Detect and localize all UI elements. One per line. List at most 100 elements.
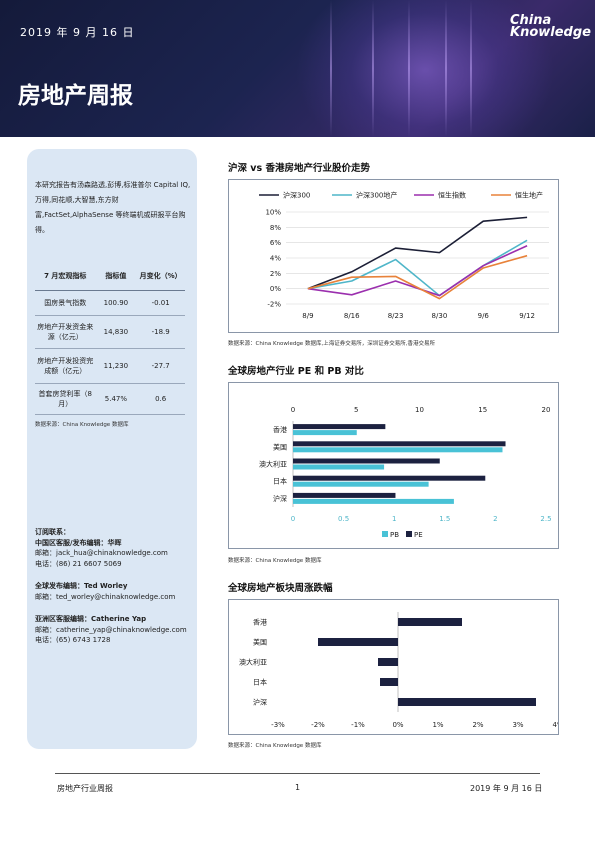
table-cell: -0.01 bbox=[151, 299, 170, 307]
pb-bar bbox=[293, 481, 429, 487]
change-bar bbox=[318, 638, 398, 646]
report-header: 2019 年 9 月 16 日 房地产周报 China Knowledge bbox=[0, 0, 595, 137]
contact-phone: 电话：(65) 6743 1728 bbox=[35, 636, 111, 644]
change-bar bbox=[378, 658, 398, 666]
legend-swatch bbox=[382, 531, 388, 537]
table-cell: 11,230 bbox=[103, 362, 129, 370]
pb-tick-label: 2 bbox=[493, 515, 497, 523]
x-tick-label: 9/6 bbox=[478, 312, 490, 320]
change-bar bbox=[398, 698, 536, 706]
pb-bar bbox=[293, 464, 385, 470]
pe-bar bbox=[293, 492, 396, 498]
legend-label: 沪深300 bbox=[283, 191, 310, 200]
x-tick-label: 9/12 bbox=[519, 312, 535, 320]
contact-name: 亚洲区客服编辑：Catherine Yap bbox=[35, 615, 147, 623]
y-tick-label: 4% bbox=[270, 255, 281, 263]
pb-bar bbox=[293, 447, 503, 453]
table-cell: 房地产开发投资完成额（亿元） bbox=[37, 357, 94, 375]
contact-email[interactable]: 邮箱：jack_hua@chinaknowledge.com bbox=[35, 549, 168, 557]
table-header: 7 月宏观指标 指标值 月变化（%） bbox=[35, 262, 185, 291]
pb-bar bbox=[293, 498, 454, 504]
table-cell: -27.7 bbox=[151, 362, 170, 370]
pe-tick-label: 5 bbox=[354, 406, 358, 414]
x-tick-label: -2% bbox=[311, 721, 325, 729]
x-tick-label: 4% bbox=[552, 721, 558, 729]
y-tick-label: 0% bbox=[270, 285, 281, 293]
page-number: 1 bbox=[295, 783, 301, 792]
pe-tick-label: 0 bbox=[291, 406, 295, 414]
table-row: 国房景气指数 100.90 -0.01 bbox=[35, 291, 185, 316]
legend-label: 恒生指数 bbox=[438, 191, 466, 200]
category-label: 日本 bbox=[253, 678, 267, 687]
table-row: 房地产开发投资完成额（亿元） 11,230 -27.7 bbox=[35, 349, 185, 384]
x-tick-label: -1% bbox=[351, 721, 365, 729]
legend-label: PE bbox=[414, 531, 423, 539]
y-tick-label: 2% bbox=[270, 270, 281, 278]
category-label: 沪深 bbox=[253, 698, 267, 707]
y-tick-label: 6% bbox=[270, 239, 281, 247]
intro-text: 本研究报告有汤森路透,彭博,标准普尔 Capital IQ,万得,同花顺,大智慧… bbox=[35, 181, 191, 234]
table-header-cell: 7 月宏观指标 bbox=[44, 272, 87, 280]
table-cell: 房地产开发资金来源（亿元） bbox=[37, 323, 94, 341]
category-label: 沪深 bbox=[273, 494, 287, 503]
price-trend-chart: 10% 8% 6% 4% 2% 0% -2% 8/9 8/16 8/23 8/30 9/6 9/12 沪深… bbox=[259, 191, 549, 320]
header-glow bbox=[295, 0, 555, 137]
pb-tick-label: 0.5 bbox=[338, 515, 349, 523]
pe-tick-label: 10 bbox=[415, 406, 424, 414]
chart3-source: 数据来源：China Knowledge 数据库 bbox=[228, 743, 322, 749]
table-cell: 100.90 bbox=[103, 299, 129, 307]
y-tick-label: 8% bbox=[270, 224, 281, 232]
footer-date: 2019 年 9 月 16 日 bbox=[470, 784, 543, 793]
header-streak bbox=[445, 0, 447, 137]
macro-table: 7 月宏观指标 指标值 月变化（%） 国房景气指数 100.90 -0.01 房… bbox=[35, 262, 185, 428]
table-cell: 国房景气指数 bbox=[44, 299, 87, 307]
x-tick-label: 2% bbox=[472, 721, 483, 729]
table-header-cell: 月变化（%） bbox=[139, 272, 182, 280]
category-label: 美国 bbox=[253, 638, 267, 647]
logo-line-1: China bbox=[510, 13, 552, 28]
x-tick-label: 0% bbox=[392, 721, 403, 729]
series-line bbox=[307, 239, 528, 297]
pb-tick-label: 1 bbox=[392, 515, 396, 523]
table-cell: -18.9 bbox=[151, 328, 170, 336]
pe-bar bbox=[293, 458, 440, 464]
contact-email[interactable]: 邮箱：ted_worley@chinaknowledge.com bbox=[35, 592, 176, 601]
pb-tick-label: 0 bbox=[291, 515, 295, 523]
category-label: 澳大利亚 bbox=[239, 658, 267, 667]
table-cell: 0.6 bbox=[155, 395, 167, 403]
pe-bar bbox=[293, 424, 386, 430]
pe-pb-chart-box: 0 5 10 15 20 0 0.5 1 1.5 2 2.5 香港 美国 澳大利亚 日本 沪深 PB PE bbox=[228, 382, 559, 549]
category-label: 澳大利亚 bbox=[259, 460, 287, 469]
category-label: 日本 bbox=[273, 477, 287, 486]
header-streak bbox=[408, 0, 410, 137]
footer-title: 房地产行业周报 bbox=[57, 784, 113, 793]
contact-name: 全球发布编辑：Ted Worley bbox=[35, 582, 128, 590]
x-tick-label: 3% bbox=[512, 721, 523, 729]
x-tick-label: 8/9 bbox=[302, 312, 313, 320]
category-label: 香港 bbox=[253, 618, 267, 627]
x-tick-label: 8/16 bbox=[344, 312, 360, 320]
category-label: 美国 bbox=[273, 442, 287, 451]
table-cell: 5.47% bbox=[104, 395, 128, 403]
contact-name: 中国区客服/发布编辑：华晖 bbox=[35, 538, 122, 547]
series-line bbox=[307, 216, 528, 290]
x-tick-label: 8/23 bbox=[388, 312, 404, 320]
contact-phone: 电话：(86) 21 6607 5069 bbox=[35, 559, 122, 568]
logo-line-2: Knowledge bbox=[510, 25, 591, 40]
pe-bar bbox=[293, 441, 506, 447]
legend-swatch bbox=[406, 531, 412, 537]
header-streak bbox=[470, 0, 472, 137]
y-tick-label: 10% bbox=[265, 209, 281, 217]
chart2-source: 数据来源：China Knowledge 数据库 bbox=[228, 558, 322, 564]
chart1-source: 数据来源：China Knowledge 数据库,上海证券交易所，深圳证券交易所… bbox=[228, 341, 435, 347]
y-tick-label: -2% bbox=[267, 301, 281, 309]
contact-email[interactable]: 邮箱：catherine_yap@chinaknowledge.com bbox=[35, 625, 187, 634]
table-cell: 14,830 bbox=[103, 328, 129, 336]
line-chart-box: 10% 8% 6% 4% 2% 0% -2% 8/9 8/16 8/23 8/30 9/6 9/12 沪深… bbox=[228, 179, 559, 333]
change-bar bbox=[380, 678, 398, 686]
table-row: 房地产开发资金来源（亿元） 14,830 -18.9 bbox=[35, 316, 185, 349]
pe-tick-label: 20 bbox=[542, 406, 551, 414]
pe-bar bbox=[293, 475, 486, 481]
series-line bbox=[307, 254, 528, 300]
